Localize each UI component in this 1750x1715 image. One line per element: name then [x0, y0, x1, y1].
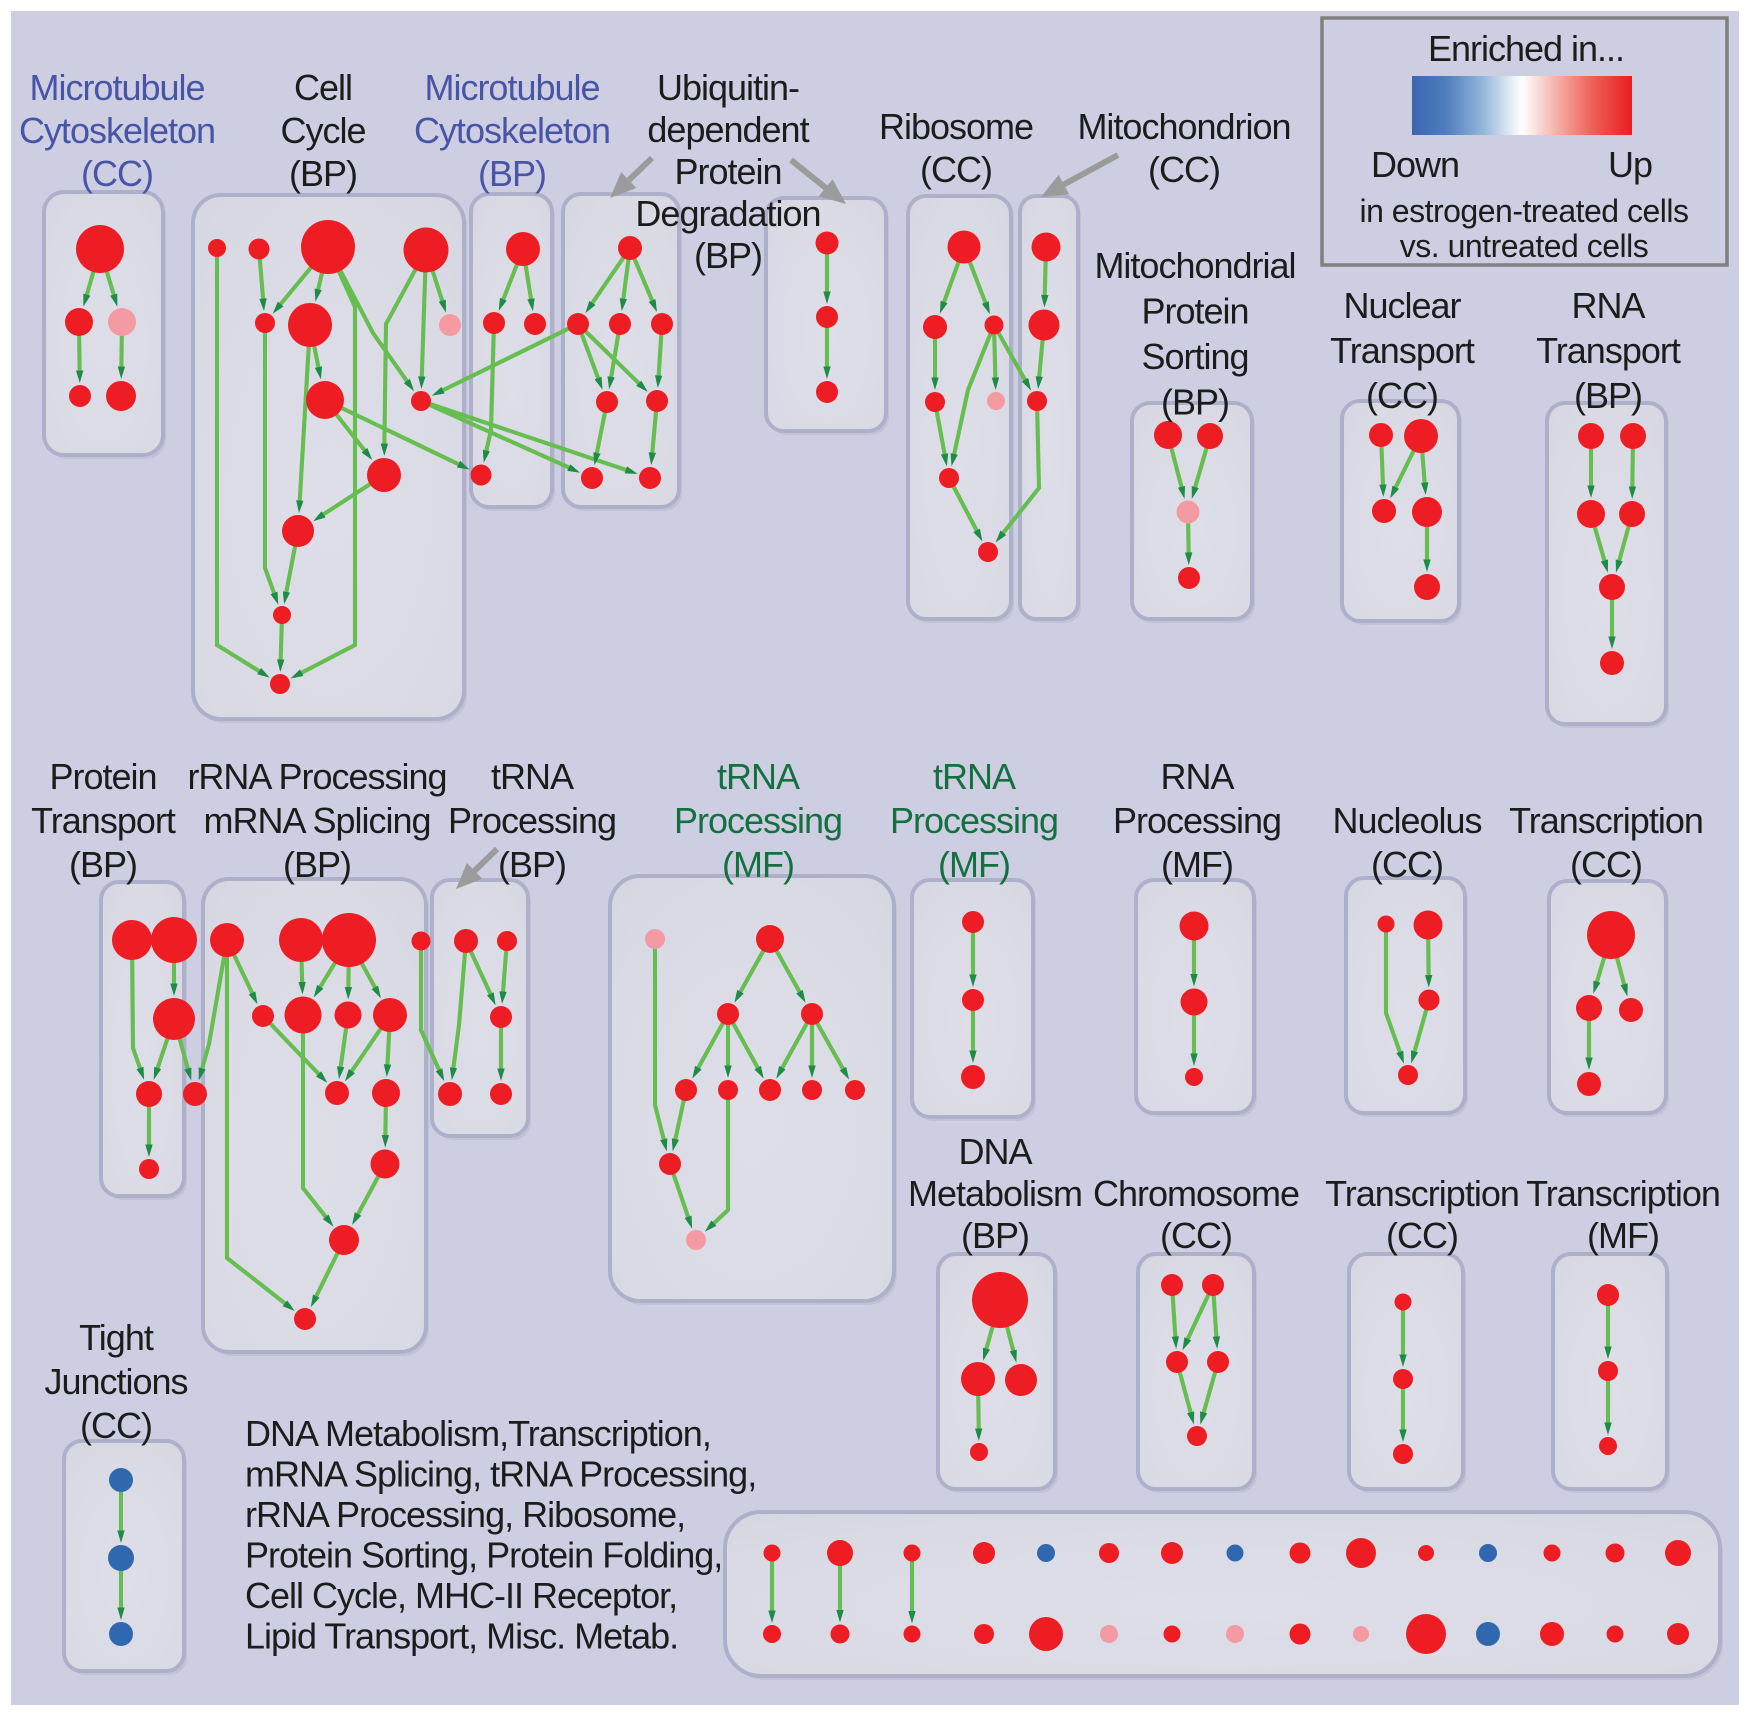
svg-text:Up: Up — [1608, 144, 1652, 185]
svg-text:Cycle: Cycle — [280, 110, 365, 151]
svg-text:Protein: Protein — [49, 756, 156, 797]
svg-text:in estrogen-treated cells: in estrogen-treated cells — [1359, 193, 1688, 229]
svg-text:Metabolism: Metabolism — [908, 1173, 1082, 1214]
svg-text:Nucleolus: Nucleolus — [1332, 800, 1481, 841]
svg-text:Cytoskeleton: Cytoskeleton — [414, 110, 610, 151]
svg-text:(MF): (MF) — [722, 844, 794, 885]
svg-text:tRNA: tRNA — [717, 756, 800, 797]
svg-text:Junctions: Junctions — [44, 1361, 187, 1402]
svg-text:Transcription: Transcription — [1325, 1173, 1519, 1214]
svg-text:Processing: Processing — [448, 800, 616, 841]
svg-text:Transcription: Transcription — [1526, 1173, 1720, 1214]
svg-text:Cell Cycle, MHC-II Receptor,: Cell Cycle, MHC-II Receptor, — [245, 1575, 677, 1616]
svg-text:tRNA: tRNA — [933, 756, 1016, 797]
svg-text:(BP): (BP) — [1574, 375, 1642, 416]
svg-text:RNA: RNA — [1160, 756, 1234, 797]
svg-text:(BP): (BP) — [1161, 382, 1229, 423]
svg-text:rRNA Processing: rRNA Processing — [187, 756, 446, 797]
svg-text:tRNA: tRNA — [491, 756, 574, 797]
svg-text:(CC): (CC) — [1160, 1215, 1232, 1256]
svg-text:(MF): (MF) — [938, 844, 1010, 885]
svg-text:(CC): (CC) — [1570, 844, 1642, 885]
svg-text:Protein: Protein — [674, 151, 781, 192]
svg-text:DNA: DNA — [958, 1131, 1032, 1172]
svg-text:Chromosome: Chromosome — [1093, 1173, 1299, 1214]
svg-text:(BP): (BP) — [961, 1215, 1029, 1256]
svg-text:Tight: Tight — [79, 1317, 154, 1358]
svg-text:Transport: Transport — [31, 800, 176, 841]
svg-text:Mitochondrial: Mitochondrial — [1094, 245, 1295, 286]
svg-text:Transport: Transport — [1330, 330, 1475, 371]
svg-text:dependent: dependent — [647, 109, 809, 150]
svg-text:(MF): (MF) — [1587, 1215, 1659, 1256]
svg-text:mRNA Splicing: mRNA Splicing — [203, 800, 430, 841]
svg-text:Protein Sorting, Protein Foldi: Protein Sorting, Protein Folding, — [245, 1535, 722, 1576]
svg-text:(CC): (CC) — [81, 153, 153, 194]
svg-text:Nuclear: Nuclear — [1343, 285, 1461, 326]
svg-text:(CC): (CC) — [80, 1405, 152, 1446]
svg-text:(CC): (CC) — [1148, 149, 1220, 190]
svg-text:Processing: Processing — [1113, 800, 1281, 841]
svg-text:(BP): (BP) — [289, 153, 357, 194]
svg-text:(BP): (BP) — [69, 844, 137, 885]
svg-text:(CC): (CC) — [1386, 1215, 1458, 1256]
svg-text:Transcription: Transcription — [1509, 800, 1703, 841]
svg-text:mRNA Splicing, tRNA Processing: mRNA Splicing, tRNA Processing, — [245, 1454, 756, 1495]
svg-text:Down: Down — [1371, 144, 1459, 185]
svg-text:Lipid Transport, Misc. Metab.: Lipid Transport, Misc. Metab. — [245, 1616, 678, 1657]
svg-text:Processing: Processing — [890, 800, 1058, 841]
svg-text:Ubiquitin-: Ubiquitin- — [657, 67, 799, 108]
svg-text:(CC): (CC) — [920, 149, 992, 190]
svg-text:Cell: Cell — [294, 67, 352, 108]
svg-text:Processing: Processing — [674, 800, 842, 841]
svg-text:Degradation: Degradation — [635, 193, 820, 234]
svg-text:Transport: Transport — [1536, 330, 1681, 371]
svg-text:(BP): (BP) — [694, 235, 762, 276]
svg-text:Cytoskeleton: Cytoskeleton — [19, 110, 215, 151]
svg-text:DNA Metabolism,Transcription,: DNA Metabolism,Transcription, — [245, 1413, 711, 1454]
svg-text:Ribosome: Ribosome — [879, 106, 1033, 147]
svg-text:(BP): (BP) — [478, 153, 546, 194]
svg-text:(CC): (CC) — [1371, 844, 1443, 885]
svg-text:(MF): (MF) — [1161, 844, 1233, 885]
svg-text:Protein: Protein — [1141, 291, 1248, 332]
svg-text:RNA: RNA — [1571, 285, 1645, 326]
svg-text:vs. untreated cells: vs. untreated cells — [1400, 228, 1648, 264]
svg-text:Mitochondrion: Mitochondrion — [1077, 106, 1290, 147]
svg-text:Microtubule: Microtubule — [424, 67, 599, 108]
svg-text:Microtubule: Microtubule — [29, 67, 204, 108]
svg-text:(CC): (CC) — [1366, 375, 1438, 416]
svg-text:(BP): (BP) — [498, 844, 566, 885]
svg-text:rRNA Processing, Ribosome,: rRNA Processing, Ribosome, — [245, 1494, 685, 1535]
svg-text:Sorting: Sorting — [1141, 336, 1248, 377]
svg-text:(BP): (BP) — [283, 844, 351, 885]
svg-text:Enriched in...: Enriched in... — [1428, 28, 1624, 69]
